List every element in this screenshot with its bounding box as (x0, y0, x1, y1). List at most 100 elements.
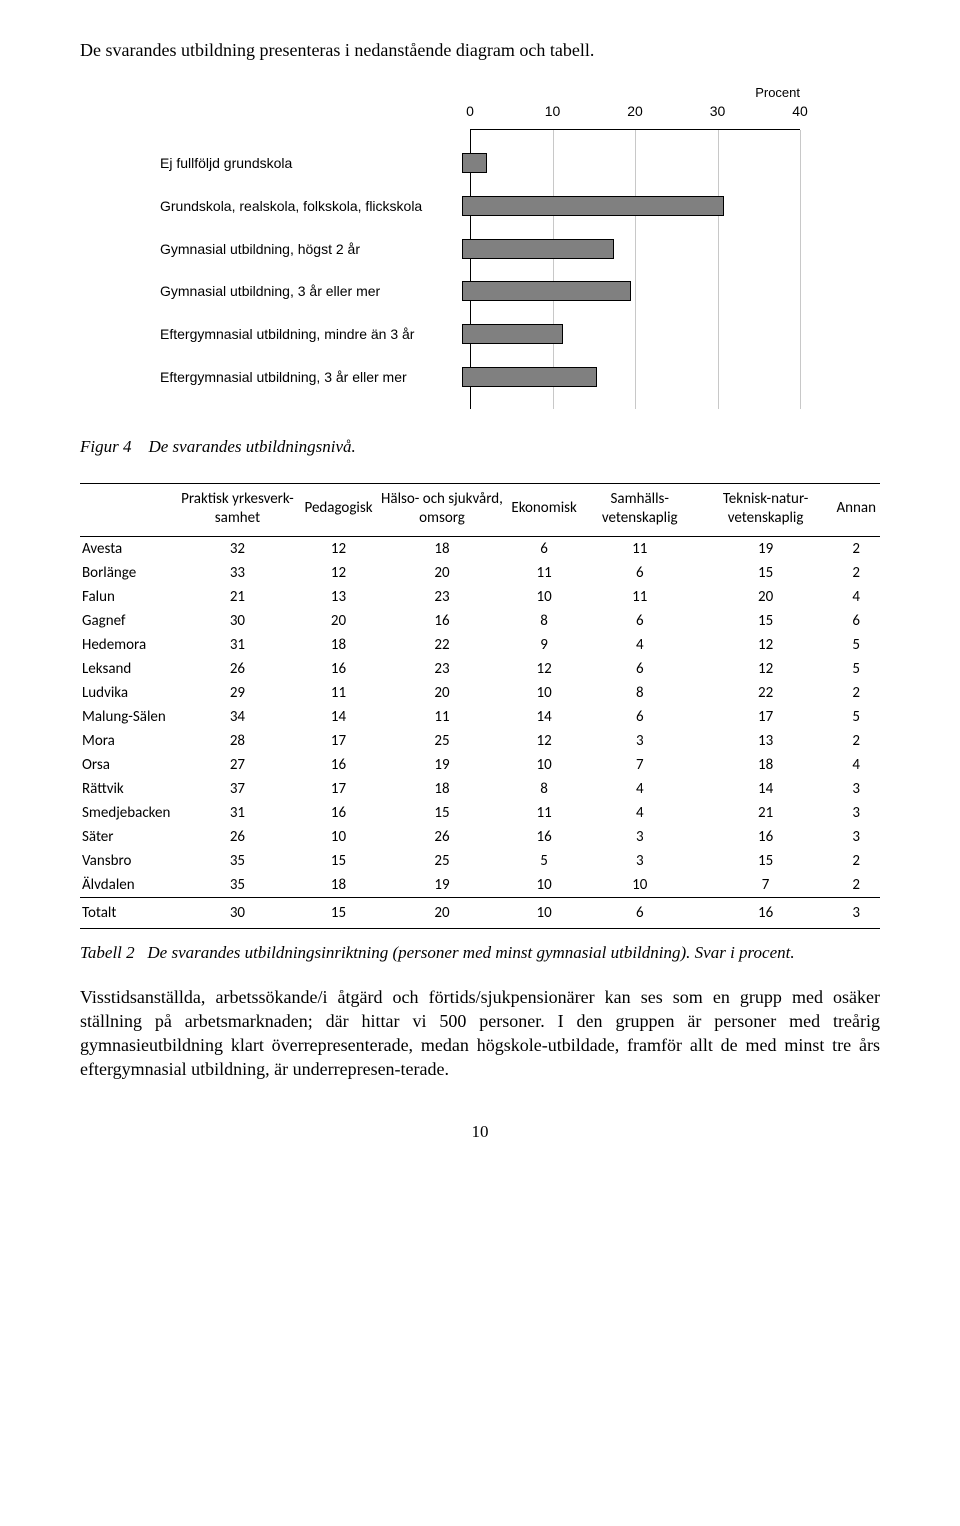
table-cell: 14 (507, 705, 580, 729)
table-cell: 12 (301, 536, 377, 561)
table-cell: 11 (301, 681, 377, 705)
axis-tick-label: 20 (627, 103, 643, 119)
table-cell: 5 (832, 657, 880, 681)
table-cell: 10 (507, 873, 580, 898)
table-cell: 12 (699, 633, 833, 657)
axis-tick-label: 30 (710, 103, 726, 119)
table-cell: Smedjebacken (80, 801, 174, 825)
bar-row: Eftergymnasial utbildning, mindre än 3 å… (160, 324, 800, 344)
table-cell: 29 (174, 681, 300, 705)
table-cell: 15 (699, 561, 833, 585)
table-cell: 6 (832, 609, 880, 633)
table-cell: 4 (581, 777, 699, 801)
axis-tick-label: 10 (545, 103, 561, 119)
bar (462, 324, 563, 344)
table-cell: 18 (377, 536, 508, 561)
table-cell: 16 (377, 609, 508, 633)
axis-title: Procent (755, 85, 800, 100)
table-row: Leksand261623126125 (80, 657, 880, 681)
table-cell: 15 (699, 609, 833, 633)
table-cell: 33 (174, 561, 300, 585)
table-cell: 17 (301, 777, 377, 801)
bar-label: Grundskola, realskola, folkskola, flicks… (160, 198, 462, 214)
table-cell: 14 (699, 777, 833, 801)
table-header: Hälso- och sjukvård, omsorg (377, 484, 508, 537)
table-cell: 32 (174, 536, 300, 561)
table-row: Säter261026163163 (80, 825, 880, 849)
table-cell: 20 (377, 681, 508, 705)
table-cell: 11 (507, 561, 580, 585)
grid-line (800, 130, 801, 409)
table-cell: Mora (80, 729, 174, 753)
table-row: Ludvika291120108222 (80, 681, 880, 705)
table-cell: 37 (174, 777, 300, 801)
table-cell: 3 (581, 849, 699, 873)
table-caption: Tabell 2 De svarandes utbildningsinriktn… (80, 943, 880, 963)
table-cell: 15 (699, 849, 833, 873)
bar-row: Gymnasial utbildning, högst 2 år (160, 239, 800, 259)
table-cell: 13 (699, 729, 833, 753)
table-cell: 16 (507, 825, 580, 849)
bar-row: Gymnasial utbildning, 3 år eller mer (160, 281, 800, 301)
table-cell: 35 (174, 849, 300, 873)
table-cell: 20 (377, 897, 508, 928)
table-label: Tabell 2 (80, 943, 135, 962)
figure-caption: Figur 4 De svarandes utbildningsnivå. (80, 437, 880, 457)
bar-label: Eftergymnasial utbildning, mindre än 3 å… (160, 326, 462, 342)
table-cell: 25 (377, 729, 508, 753)
table-cell: Malung-Sälen (80, 705, 174, 729)
table-cell: Gagnef (80, 609, 174, 633)
bar-label: Ej fullföljd grundskola (160, 155, 462, 171)
table-cell: 12 (301, 561, 377, 585)
table-cell: 35 (174, 873, 300, 898)
table-cell: 23 (377, 585, 508, 609)
table-cell: Hedemora (80, 633, 174, 657)
table-cell: 2 (832, 849, 880, 873)
table-cell: 7 (699, 873, 833, 898)
body-paragraph: Visstidsanställda, arbetssökande/i åtgär… (80, 985, 880, 1082)
table-cell: 14 (301, 705, 377, 729)
table-cell: 18 (301, 633, 377, 657)
table-row: Malung-Sälen341411146175 (80, 705, 880, 729)
table-row: Gagnef30201686156 (80, 609, 880, 633)
table-cell: 8 (581, 681, 699, 705)
table-cell: 12 (507, 729, 580, 753)
bar-label: Gymnasial utbildning, 3 år eller mer (160, 283, 462, 299)
table-cell: 8 (507, 777, 580, 801)
table-cell: 23 (377, 657, 508, 681)
table-cell: 21 (699, 801, 833, 825)
table-row: Avesta321218611192 (80, 536, 880, 561)
bar-row: Eftergymnasial utbildning, 3 år eller me… (160, 367, 800, 387)
table-cell: 27 (174, 753, 300, 777)
table-cell: 16 (699, 897, 833, 928)
table-cell: 3 (581, 825, 699, 849)
table-cell: Orsa (80, 753, 174, 777)
bar-label: Gymnasial utbildning, högst 2 år (160, 241, 462, 257)
table-cell: 20 (377, 561, 508, 585)
table-cell: 15 (301, 849, 377, 873)
axis-tick-label: 40 (792, 103, 808, 119)
education-chart: Procent 010203040 Ej fullföljd grundskol… (160, 85, 800, 409)
table-cell: Säter (80, 825, 174, 849)
table-header: Samhälls-vetenskaplig (581, 484, 699, 537)
table-total-row: Totalt301520106163 (80, 897, 880, 928)
table-cell: 10 (301, 825, 377, 849)
bar-row: Grundskola, realskola, folkskola, flicks… (160, 196, 800, 216)
table-cell: Älvdalen (80, 873, 174, 898)
table-cell: 3 (832, 777, 880, 801)
table-cell: 11 (581, 585, 699, 609)
table-cell: 15 (301, 897, 377, 928)
table-header: Annan (832, 484, 880, 537)
table-cell: 6 (507, 536, 580, 561)
table-cell: 16 (699, 825, 833, 849)
table-cell: 19 (377, 873, 508, 898)
table-cell: Avesta (80, 536, 174, 561)
table-row: Smedjebacken311615114213 (80, 801, 880, 825)
table-cell: 2 (832, 561, 880, 585)
table-cell: 8 (507, 609, 580, 633)
table-cell: 3 (832, 897, 880, 928)
table-cell: 17 (699, 705, 833, 729)
bar (462, 367, 597, 387)
table-cell: 3 (832, 801, 880, 825)
table-cell: 10 (507, 585, 580, 609)
